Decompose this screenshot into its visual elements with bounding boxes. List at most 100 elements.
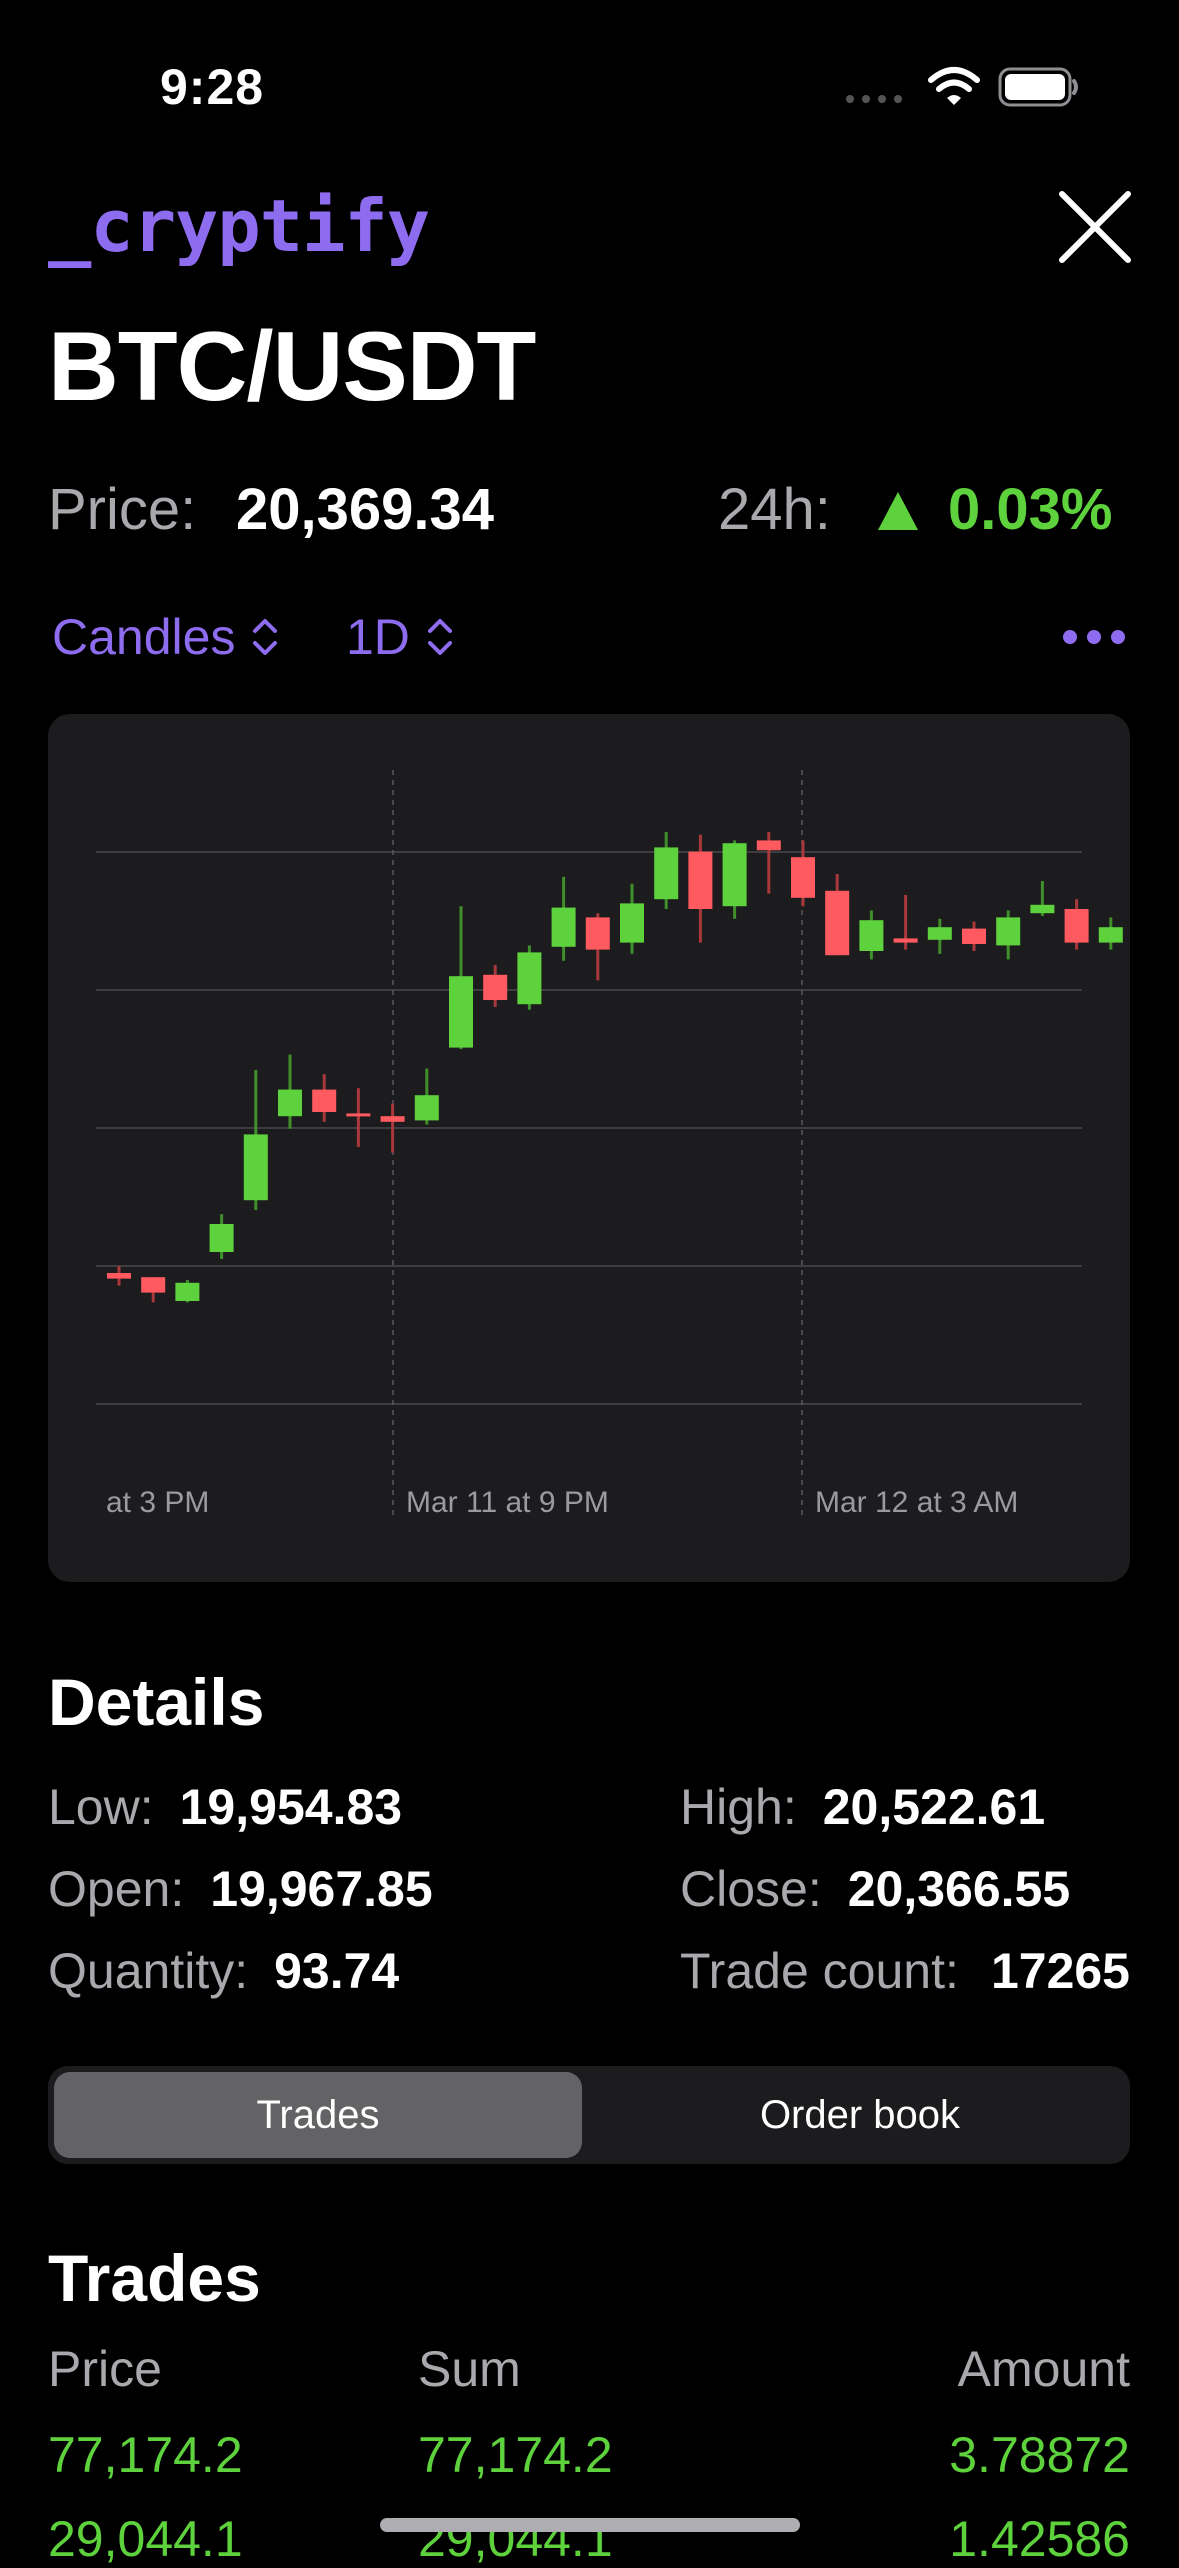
candle	[312, 1074, 337, 1122]
candle-body	[449, 976, 473, 1048]
detail-high: High: 20,522.61	[680, 1778, 1045, 1836]
candles	[107, 832, 1123, 1303]
candle	[585, 913, 610, 981]
segment-order-book[interactable]: Order book	[759, 2092, 961, 2137]
chevron-up-down-icon	[427, 619, 452, 655]
candle	[756, 832, 781, 894]
candle-body	[1030, 904, 1055, 914]
x-tick-label: Mar 12 at 3 AM	[815, 1486, 1018, 1519]
cellular-signal-icon	[846, 95, 902, 103]
detail-trade-count: Trade count: 17265	[680, 1942, 1130, 2000]
x-axis-labels: at 3 PM Mar 11 at 9 PM Mar 12 at 3 AM	[106, 1486, 1018, 1519]
candle-body	[1098, 927, 1123, 943]
candle-body	[346, 1113, 371, 1117]
candle-body	[927, 927, 952, 940]
change-label: 24h:	[718, 477, 831, 542]
x-tick-label: Mar 11 at 9 PM	[406, 1486, 609, 1519]
candle	[209, 1214, 234, 1259]
segment-trades[interactable]: Trades	[54, 2072, 582, 2158]
candle	[346, 1088, 371, 1147]
detail-value: 20,366.55	[847, 1861, 1071, 1917]
candle-body	[654, 847, 679, 900]
column-header-price: Price	[48, 2341, 162, 2397]
candle-body	[551, 907, 576, 947]
chevron-up-down-icon	[253, 619, 278, 655]
close-icon[interactable]	[1058, 190, 1132, 264]
x-tick-label: at 3 PM	[106, 1486, 209, 1519]
candle-body	[620, 903, 644, 943]
chart-type-label: Candles	[52, 609, 236, 665]
candle	[414, 1068, 439, 1125]
more-icon[interactable]	[1062, 628, 1126, 646]
candle-body	[962, 928, 986, 944]
home-indicator	[380, 2518, 800, 2532]
candle	[1098, 917, 1123, 950]
candle	[107, 1266, 131, 1286]
candle	[449, 906, 473, 1049]
candle-body	[380, 1116, 405, 1122]
detail-label: Open:	[48, 1861, 185, 1917]
price-value: 20,369.34	[236, 477, 495, 542]
candlestick-chart: at 3 PM Mar 11 at 9 PM Mar 12 at 3 AM	[96, 770, 1123, 1520]
chart-type-selector[interactable]: Candles	[52, 608, 283, 666]
candle-body	[483, 974, 508, 1000]
candle-body	[175, 1282, 200, 1301]
candle	[1030, 881, 1055, 916]
candle	[893, 895, 918, 950]
interval-label: 1D	[346, 609, 410, 665]
candle	[825, 874, 850, 956]
candle-body	[107, 1273, 131, 1279]
detail-value: 20,522.61	[822, 1779, 1046, 1835]
candle-body	[414, 1095, 439, 1121]
candle	[551, 876, 576, 961]
trades-orderbook-segmented-control: Trades Order book	[48, 2066, 1130, 2164]
candle-body	[1064, 909, 1089, 943]
candle-body	[141, 1277, 166, 1293]
candle	[380, 1103, 405, 1153]
detail-label: Close:	[680, 1861, 822, 1917]
candle-body	[996, 917, 1021, 946]
candle	[927, 918, 952, 954]
candle	[1064, 899, 1089, 950]
candle-body	[278, 1089, 302, 1117]
price-chart[interactable]: at 3 PM Mar 11 at 9 PM Mar 12 at 3 AM	[48, 714, 1130, 1582]
interval-selector[interactable]: 1D	[346, 608, 458, 666]
app-logo: _cryptify	[48, 184, 430, 268]
candle	[791, 840, 815, 907]
trade-sum: 77,174.2	[418, 2427, 613, 2483]
trade-price: 29,044.1	[48, 2511, 243, 2567]
detail-value: 17265	[990, 1943, 1130, 1999]
pair-title: BTC/USDT	[48, 311, 536, 421]
detail-value: 93.74	[274, 1943, 400, 1999]
column-header-amount: Amount	[957, 2341, 1130, 2397]
wifi-icon	[928, 67, 980, 105]
candle-body	[312, 1089, 337, 1112]
change-value: 0.03%	[948, 477, 1113, 542]
detail-value: 19,954.83	[179, 1779, 403, 1835]
column-header-sum: Sum	[418, 2341, 521, 2397]
price-label: Price:	[48, 477, 197, 542]
candle	[962, 921, 986, 951]
candle-body	[893, 938, 918, 943]
detail-label: High:	[680, 1779, 797, 1835]
candle-body	[756, 840, 781, 851]
detail-label: Low:	[48, 1779, 154, 1835]
details-title: Details	[48, 1665, 265, 1739]
candle-body	[688, 851, 713, 909]
candle	[483, 965, 508, 1007]
candle-body	[585, 917, 610, 950]
candle	[654, 832, 679, 909]
trade-amount: 1.42586	[949, 2511, 1130, 2567]
detail-label: Quantity:	[48, 1943, 249, 1999]
candle-body	[517, 952, 542, 1005]
candle	[141, 1277, 166, 1303]
candle	[688, 834, 713, 943]
trade-amount: 3.78872	[949, 2427, 1130, 2483]
detail-label: Trade count:	[680, 1943, 959, 1999]
candle	[243, 1070, 268, 1210]
candle-body	[791, 857, 815, 898]
candle	[859, 910, 884, 960]
candle-body	[209, 1224, 234, 1252]
up-arrow-icon	[878, 492, 918, 530]
candle-body	[859, 920, 884, 951]
